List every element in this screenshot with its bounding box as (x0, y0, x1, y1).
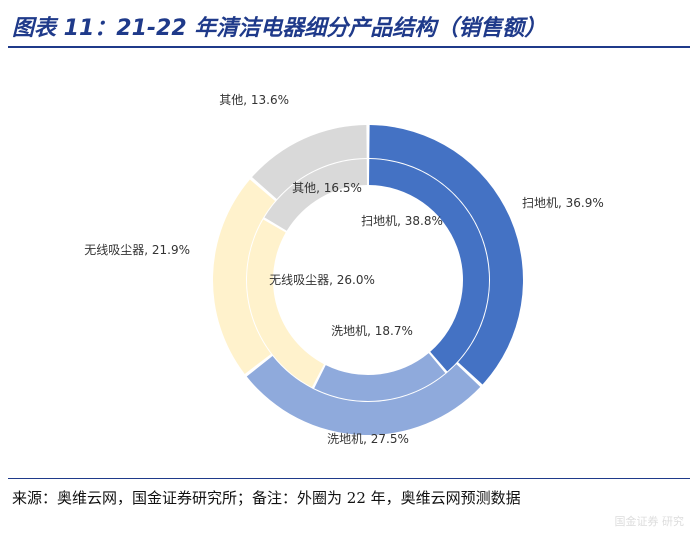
title-divider (8, 46, 690, 48)
inner-slice-other (264, 159, 368, 231)
chart-title: 图表 11：21-22 年清洁电器细分产品结构（销售额） (12, 16, 547, 41)
outer-label-cordless-vacuum: 无线吸尘器, 21.9% (84, 243, 190, 257)
inner-slice-robot (368, 159, 489, 372)
watermark: 国金证券 研究 (614, 515, 685, 528)
outer-slice-other (252, 125, 367, 200)
donut-chart: 扫地机, 36.9% 洗地机, 27.5% 无线吸尘器, 21.9% 其他, 13.6… (84, 93, 604, 446)
title-bar: 图表 11：21-22 年清洁电器细分产品结构（销售额） (0, 0, 698, 48)
inner-label-floor-washer: 洗地机, 18.7% (331, 324, 413, 338)
inner-label-robot: 扫地机, 38.8% (361, 214, 443, 228)
source-note: 来源：奥维云网，国金证券研究所；备注：外圈为 22 年，奥维云网预测数据 (12, 489, 521, 507)
chart-area: 扫地机, 36.9% 洗地机, 27.5% 无线吸尘器, 21.9% 其他, 13.6… (0, 50, 698, 475)
inner-slice-floor-washer (314, 353, 446, 401)
outer-slice-robot (369, 125, 523, 385)
footer-divider (8, 478, 690, 479)
outer-slice-floor-washer (246, 355, 481, 435)
outer-label-floor-washer: 洗地机, 27.5% (327, 432, 409, 446)
inner-label-cordless-vacuum: 无线吸尘器, 26.0% (269, 273, 375, 287)
outer-label-other: 其他, 13.6% (219, 93, 289, 107)
outer-label-robot: 扫地机, 36.9% (522, 196, 604, 210)
outer-slice-cordless-vacuum (213, 179, 276, 374)
inner-label-other: 其他, 16.5% (292, 181, 362, 195)
inner-slice-cordless-vacuum (247, 219, 324, 388)
